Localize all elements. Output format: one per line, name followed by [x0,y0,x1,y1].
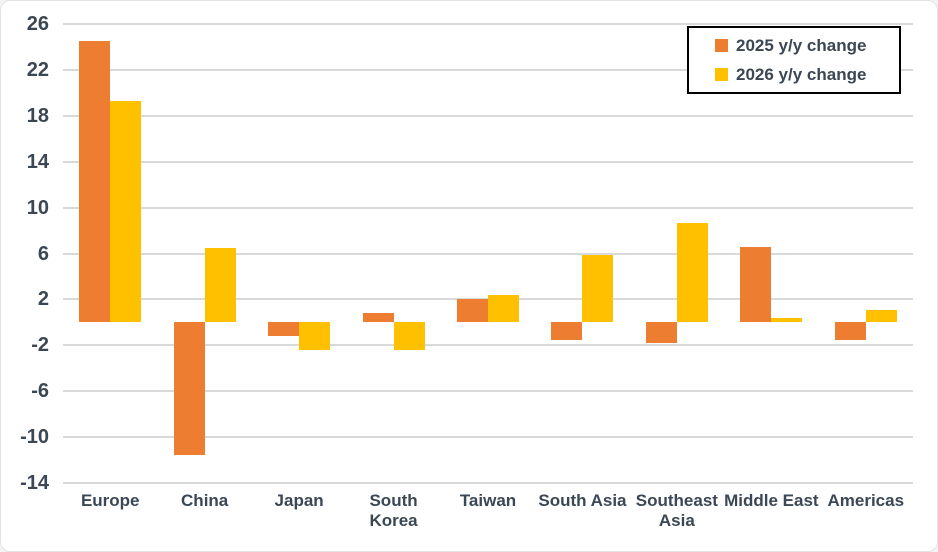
x-axis-label-middle-east: Middle East [724,491,819,510]
x-axis-label-southeast-asia: Southeast Asia [635,491,718,530]
legend-entry-2025: 2025 y/y change [715,36,899,56]
y-tick-label-18: 18 [26,104,49,127]
bar-2025-southeast-asia [645,322,677,343]
x-axis-label-taiwan: Taiwan [459,491,517,510]
y-tick-label-6: 6 [37,242,49,265]
y-tick-label-2: 2 [37,288,49,311]
gridline-y-10 [63,206,913,209]
x-axis-label-south-asia: South Asia [538,491,627,510]
gridline-y-6 [63,252,913,255]
legend-entry-2026: 2026 y/y change [715,65,899,85]
x-axis-label-europe: Europe [80,491,140,510]
legend-swatch-2026 [715,68,728,81]
bar-2026-taiwan [488,294,519,323]
gridline-y--14 [63,482,913,484]
bar-2026-south-asia [582,254,614,323]
bar-2025-taiwan [457,299,488,323]
bar-2025-middle-east [740,246,772,323]
legend-swatch-2025 [715,39,728,52]
y-tick-label--6: -6 [31,380,49,403]
legend-label-2025: 2025 y/y change [736,35,867,55]
x-axis-label-americas: Americas [827,491,905,510]
gridline-y-18 [63,114,913,117]
bar-2025-china [173,322,205,456]
gridline-y-22 [63,68,913,71]
bar-2025-americas [834,322,866,340]
bar-2025-south-korea [362,313,394,323]
bar-2025-europe [79,41,111,323]
x-axis-label-south-korea: South Korea [369,491,418,530]
bar-2026-southeast-asia [676,222,708,323]
bar-2025-south-asia [551,322,583,340]
chart-legend: 2025 y/y change 2026 y/y change [687,26,901,94]
bar-2026-japan [299,322,331,350]
y-tick-label--10: -10 [20,426,49,449]
y-tick-label--2: -2 [31,334,49,357]
x-axis-label-china: China [181,491,229,510]
y-tick-label-22: 22 [26,58,49,81]
bar-2026-europe [110,100,142,323]
bar-2026-south-korea [393,322,425,350]
y-tick-label-14: 14 [26,150,49,173]
gridline-y--10 [63,436,913,439]
y-tick-label--14: -14 [20,472,49,494]
gridline-y-26 [63,23,913,25]
gridline-y-14 [63,160,913,163]
bar-2026-china [204,247,236,323]
gridline-y--2 [63,344,913,347]
bar-2025-japan [268,322,300,337]
y-tick-label-26: 26 [26,13,49,35]
bar-2026-middle-east [771,317,803,323]
legend-label-2026: 2026 y/y change [736,64,867,84]
x-axis-label-japan: Japan [274,491,324,510]
bar-2026-americas [865,309,897,323]
y-tick-label-10: 10 [26,196,49,219]
gridline-y--6 [63,390,913,393]
